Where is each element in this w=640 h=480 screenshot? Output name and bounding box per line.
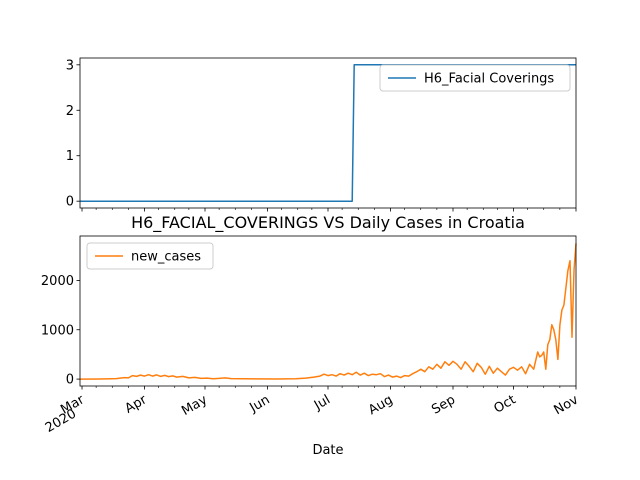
legend-box (86, 242, 214, 270)
legend-label: new_cases (131, 250, 201, 265)
y-tick-label: 1 (66, 149, 74, 164)
y-tick-label: 2000 (41, 274, 74, 289)
y-tick-label: 0 (66, 373, 74, 388)
legend: new_cases (86, 242, 214, 270)
y-tick-label: 1000 (41, 323, 74, 338)
legend-box (379, 64, 571, 92)
legend: H6_Facial Coverings (379, 64, 571, 92)
x-tick-label: Jul (311, 392, 333, 413)
y-tick-label: 0 (66, 195, 74, 210)
chart-title: H6_FACIAL_COVERINGS VS Daily Cases in Cr… (131, 213, 525, 233)
chart-1: 0 1 2 3 H6_Facial Coverings (66, 57, 577, 212)
x-axis-label: Date (312, 443, 343, 458)
y-tick-label: 2 (66, 104, 74, 119)
series-line-new_cases (79, 243, 577, 380)
y-tick-label: 3 (66, 58, 74, 73)
legend-label: H6_Facial Coverings (424, 72, 554, 87)
